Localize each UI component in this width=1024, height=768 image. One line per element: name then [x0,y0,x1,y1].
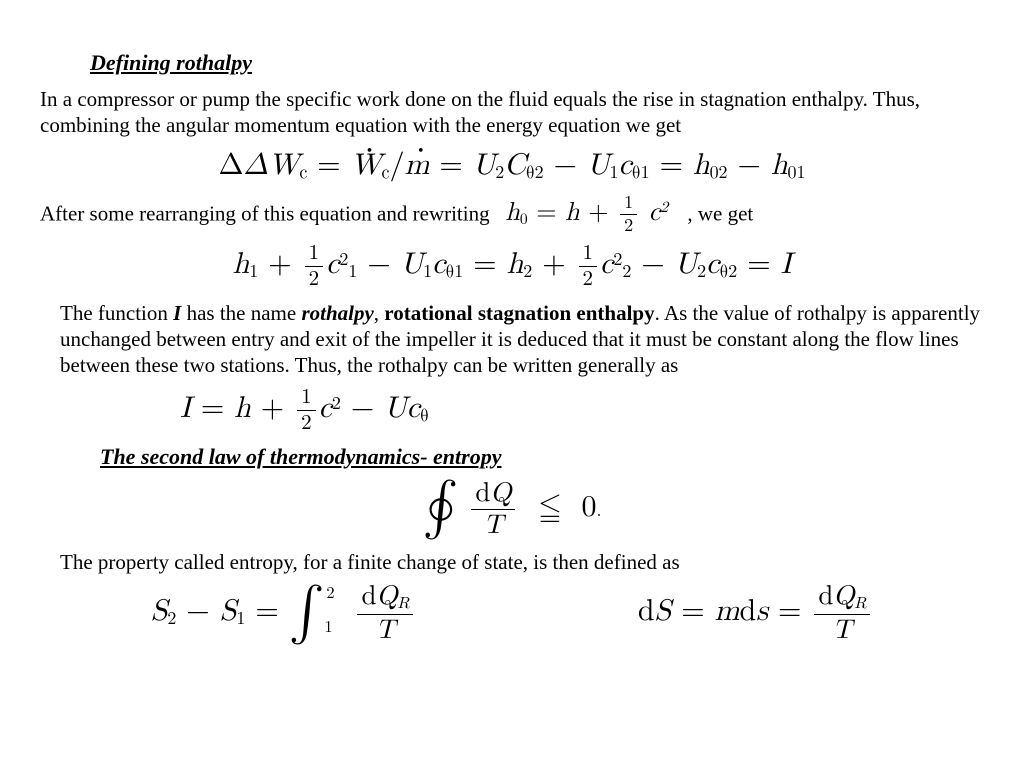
equation-rothalpy-general: I = h + 12c2 − Ucθ [180,387,984,434]
eq1-mdot: m [404,147,429,183]
heading-entropy: The second law of thermodynamics- entrop… [100,444,984,470]
para-intro: In a compressor or pump the specific wor… [40,86,984,139]
para-entropy-def: The property called entropy, for a finit… [60,549,984,575]
heading-rothalpy: Defining rothalpy [90,50,984,76]
para-rothalpy-def: The function I has the name rothalpy, ro… [60,300,984,379]
eq1-Wdot: W [351,147,382,183]
equation-clausius: ∮ dQT ≦ 0. [40,480,984,539]
equation-entropy-integral: S2 − S1 = ∫ 2 1 dQR T [151,583,417,644]
equation-entropy-differential: dS = mds = dQR T [638,583,873,644]
oint-symbol: ∮ [422,486,458,529]
equation-entropy-row: S2 − S1 = ∫ 2 1 dQR T dS = mds = dQR T [40,583,984,644]
eq1-dW: ΔW [243,150,299,180]
equation-work: ΔΔWc = Wc/m = U2Cθ2 − U1cθ1 = h02 − h01 [40,147,984,184]
para-rearrange: After some rearranging of this equation … [40,194,984,235]
equation-rothalpy-balance: h1 + 12c21 − U1cθ1 = h2 + 12c22 − U2cθ2 … [40,243,984,290]
slide-page: Defining rothalpy In a compressor or pum… [0,0,1024,768]
